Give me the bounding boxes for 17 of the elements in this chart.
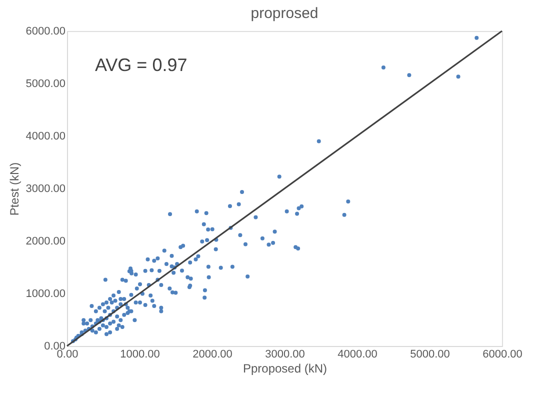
x-tick-label: 3000.00: [265, 348, 305, 360]
y-tick-label: 3000.00: [26, 183, 66, 195]
x-axis-title: Pproposed (kN): [242, 362, 328, 376]
annotation: AVG = 0.97: [95, 55, 188, 75]
chart-title: proprosed: [250, 5, 318, 22]
y-tick-label: 6000.00: [26, 26, 66, 38]
y-tick-label: 1000.00: [26, 288, 66, 300]
x-tick-label: 2000.00: [192, 348, 232, 360]
y-axis-title: Ptest (kN): [8, 162, 22, 216]
x-tick-label: 1000.00: [120, 348, 160, 360]
x-tick-label: 0.00: [56, 348, 78, 360]
y-tick-label: 5000.00: [26, 78, 66, 90]
y-tick-label: 4000.00: [26, 130, 66, 142]
x-tick-label: 5000.00: [410, 348, 450, 360]
x-tick-label: 4000.00: [338, 348, 378, 360]
y-tick-label: 2000.00: [26, 236, 66, 248]
x-tick-label: 6000.00: [482, 348, 522, 360]
